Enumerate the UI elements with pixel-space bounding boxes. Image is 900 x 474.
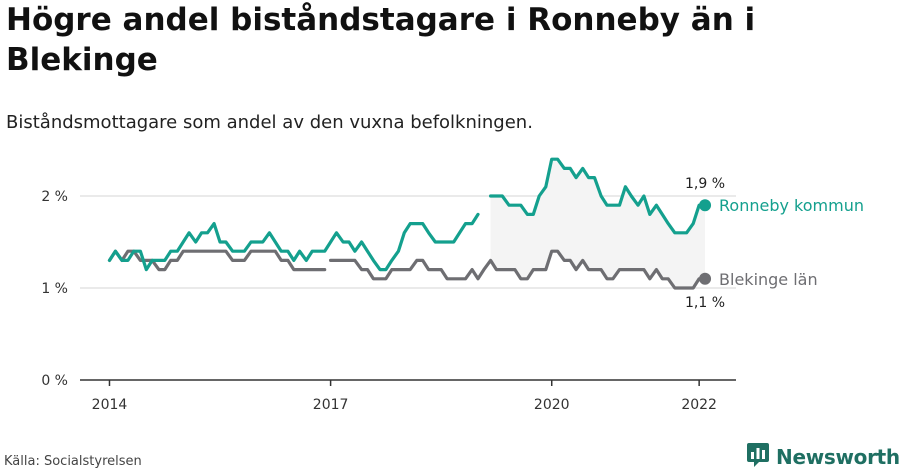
series-line-blekinge — [107, 249, 327, 272]
source-note: Källa: Socialstyrelsen — [4, 454, 142, 469]
bar-chart-icon — [746, 442, 770, 472]
x-tick-label: 2022 — [681, 397, 717, 413]
brand-name: Newsworthy — [776, 445, 900, 469]
chart-subtitle: Biståndsmottagare som andel av den vuxna… — [6, 112, 533, 133]
series-line-blekinge — [329, 249, 707, 290]
series-line-ronneby — [107, 212, 480, 272]
data-label: 1,1 % — [685, 295, 725, 311]
chart-title: Högre andel biståndstagare i Ronneby än … — [6, 2, 756, 78]
series-line-ronneby — [489, 157, 707, 235]
series-label: Ronneby kommun — [719, 196, 864, 215]
y-tick-label: 0 % — [41, 373, 68, 389]
y-tick-label: 1 % — [41, 281, 68, 297]
x-tick-label: 2020 — [534, 397, 570, 413]
y-tick-label: 2 % — [41, 189, 68, 205]
data-label: 1,9 % — [685, 176, 725, 192]
series-end-point — [699, 272, 712, 285]
series-end-point — [699, 199, 712, 212]
brand-logo[interactable]: Newsworthy — [746, 442, 900, 472]
x-tick-label: 2017 — [313, 397, 349, 413]
x-tick-label: 2014 — [92, 397, 128, 413]
series-label: Blekinge län — [719, 270, 818, 289]
